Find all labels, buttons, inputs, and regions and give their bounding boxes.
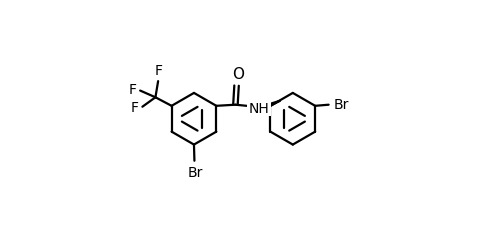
Text: Br: Br [187,166,203,179]
Text: F: F [131,101,139,115]
Text: O: O [232,66,244,81]
Text: Br: Br [334,98,349,112]
Text: F: F [129,83,137,97]
Text: F: F [154,64,162,78]
Text: NH: NH [249,101,269,115]
